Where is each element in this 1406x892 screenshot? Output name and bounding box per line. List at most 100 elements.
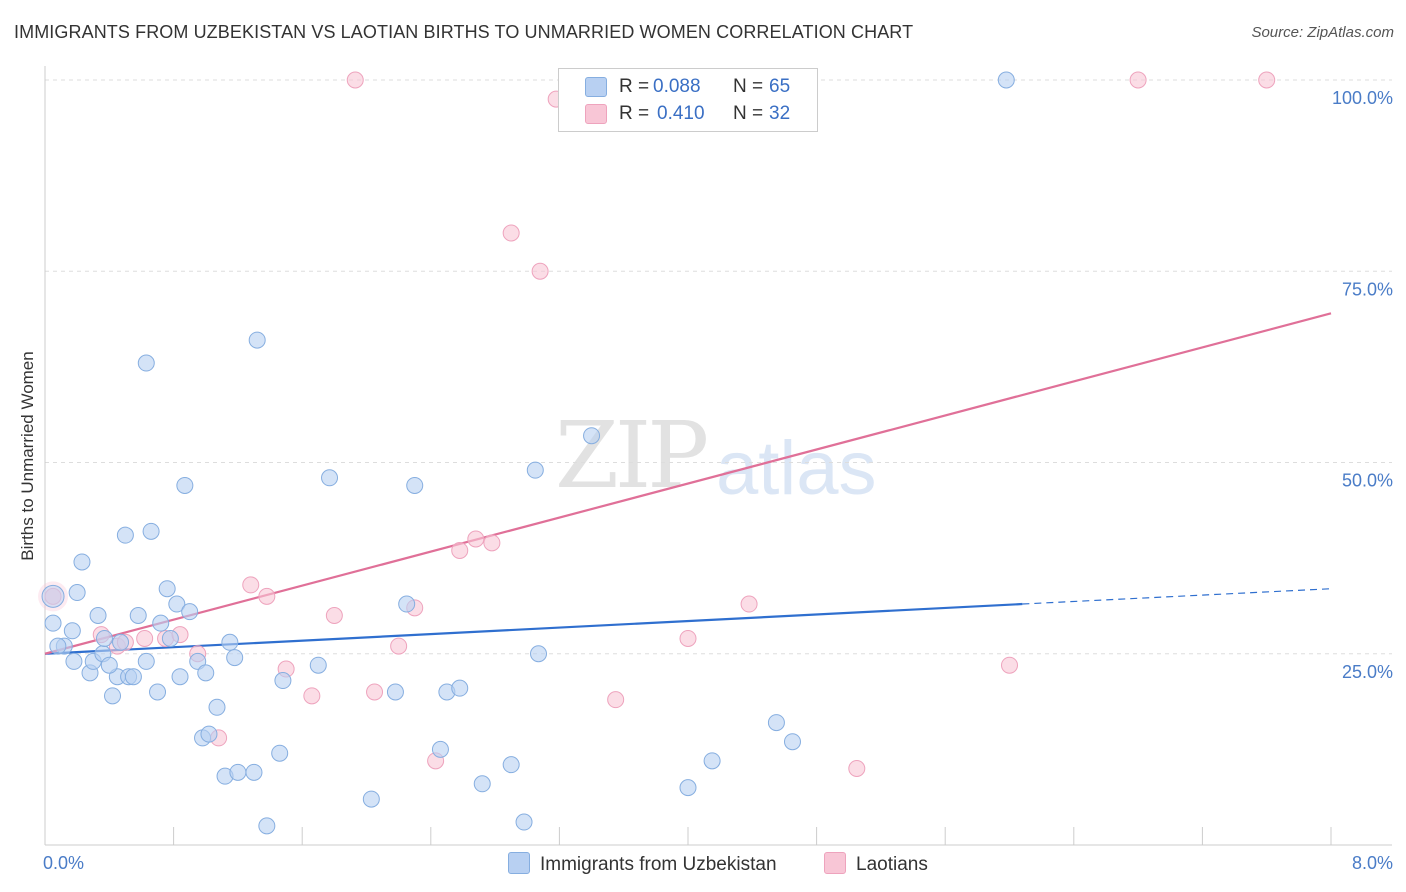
data-point-laotians (502, 224, 520, 242)
data-point-uzbekistan (208, 698, 226, 716)
x-tick-label: 8.0% (1352, 853, 1393, 873)
data-point-uzbekistan (398, 595, 416, 613)
legend-r-value: 0.410 (657, 103, 705, 124)
data-point-uzbekistan (65, 652, 83, 670)
legend-r-label: R = (619, 103, 650, 124)
data-point-uzbekistan (112, 633, 130, 651)
data-point-uzbekistan (104, 687, 122, 705)
legend-swatch-pink (585, 104, 607, 124)
data-point-uzbekistan (89, 607, 107, 624)
data-point-laotians (242, 576, 260, 594)
data-point-laotians (346, 71, 364, 89)
trend-line-uzbekistan-extension (1022, 588, 1332, 605)
y-tick-label: 50.0% (1342, 471, 1393, 491)
data-point-uzbekistan (137, 652, 155, 670)
data-point-uzbekistan (431, 740, 449, 758)
data-point-laotians (366, 683, 384, 701)
y-tick-label: 25.0% (1342, 662, 1393, 682)
data-point-laotians (1001, 656, 1018, 674)
data-point-uzbekistan (200, 725, 218, 743)
bottom-legend-label: Laotians (856, 854, 928, 875)
data-point-uzbekistan (171, 668, 189, 686)
data-point-uzbekistan (176, 476, 194, 494)
data-point-uzbekistan (451, 679, 469, 697)
axis-labels: 100.0% 75.0% 50.0% 25.0% 0.0% 8.0% Births to U… (18, 88, 1393, 873)
y-tick-label: 75.0% (1342, 279, 1393, 299)
data-point-uzbekistan (321, 469, 339, 487)
y-axis-title: Births to Unmarried Women (18, 351, 37, 560)
data-point-laotians (467, 530, 485, 548)
data-point-uzbekistan (129, 607, 147, 624)
legend-swatch-blue (585, 77, 607, 97)
data-point-laotians (258, 587, 276, 605)
data-point-uzbekistan (406, 476, 424, 494)
trend-line-uzbekistan (44, 602, 1023, 655)
data-point-uzbekistan (526, 461, 544, 479)
data-point-uzbekistan (124, 668, 142, 686)
bottom-legend-uzbekistan: Immigrants from Uzbekistan (508, 852, 777, 876)
data-point-laotians (390, 637, 408, 655)
data-point-uzbekistan (226, 649, 244, 667)
data-point-uzbekistan (679, 779, 697, 797)
bottom-legend-label: Immigrants from Uzbekistan (540, 854, 777, 875)
data-point-uzbekistan (274, 672, 292, 690)
data-point-laotians (848, 760, 866, 777)
data-point-uzbekistan (271, 744, 289, 762)
trend-lines (44, 312, 1332, 655)
data-point-uzbekistan (68, 584, 86, 602)
data-point-uzbekistan (44, 614, 62, 632)
data-point-uzbekistan (161, 629, 179, 647)
data-point-uzbekistan (149, 683, 167, 701)
data-point-uzbekistan (362, 790, 380, 808)
legend-n-label: N = (733, 103, 764, 124)
data-point-laotians (531, 262, 549, 280)
data-point-uzbekistan (142, 522, 160, 540)
legend-n-value: 65 (769, 76, 791, 97)
data-point-uzbekistan (583, 427, 601, 445)
data-point-uzbekistan (221, 633, 239, 651)
y-tick-label: 100.0% (1332, 88, 1393, 108)
data-point-uzbekistan (73, 553, 91, 571)
stats-legend: R = 0.088 N = 65 R = 0.410 N = 32 (558, 68, 818, 132)
data-point-uzbekistan (386, 683, 404, 701)
bottom-legend-swatch-pink (824, 852, 846, 874)
data-point-uzbekistan (116, 526, 134, 544)
data-point-uzbekistan (181, 603, 199, 621)
source-label: Source: ZipAtlas.com (1251, 24, 1394, 41)
data-point-uzbekistan (63, 622, 81, 640)
legend-n-value: 32 (769, 103, 791, 124)
data-point-uzbekistan (515, 813, 533, 831)
trend-line-laotians (44, 312, 1332, 655)
data-point-uzbekistan (767, 714, 785, 732)
data-point-laotians (483, 534, 501, 552)
data-point-laotians (325, 607, 343, 624)
data-point-uzbekistan (100, 656, 118, 674)
data-point-uzbekistan (258, 817, 276, 835)
data-point-uzbekistan (197, 664, 215, 682)
data-point-uzbekistan (168, 595, 186, 613)
data-point-uzbekistan (137, 354, 155, 372)
data-point-laotians (1258, 71, 1276, 89)
data-points (38, 71, 1276, 835)
data-point-uzbekistan (502, 756, 520, 774)
bottom-legend-laotians: Laotians (824, 852, 928, 876)
watermark-zip: ZIP (555, 402, 709, 509)
data-point-uzbekistan (473, 775, 491, 793)
data-point-laotians (607, 691, 625, 709)
data-point-uzbekistan (95, 629, 113, 647)
data-point-uzbekistan (530, 645, 548, 663)
bottom-legend-swatch-blue (508, 852, 530, 874)
data-point-uzbekistan (229, 763, 247, 781)
data-point-uzbekistan (49, 637, 67, 655)
data-point-uzbekistan (245, 763, 263, 781)
data-point-laotians (136, 629, 154, 647)
data-point-laotians (740, 595, 758, 613)
chart-title: IMMIGRANTS FROM UZBEKISTAN VS LAOTIAN BI… (14, 22, 914, 42)
x-tick-label: 0.0% (43, 853, 84, 873)
data-point-uzbekistan (152, 614, 170, 632)
data-point-uzbekistan (158, 580, 176, 598)
data-point-uzbekistan (703, 752, 721, 770)
data-point-laotians (679, 629, 697, 647)
legend-n-label: N = (733, 76, 764, 97)
